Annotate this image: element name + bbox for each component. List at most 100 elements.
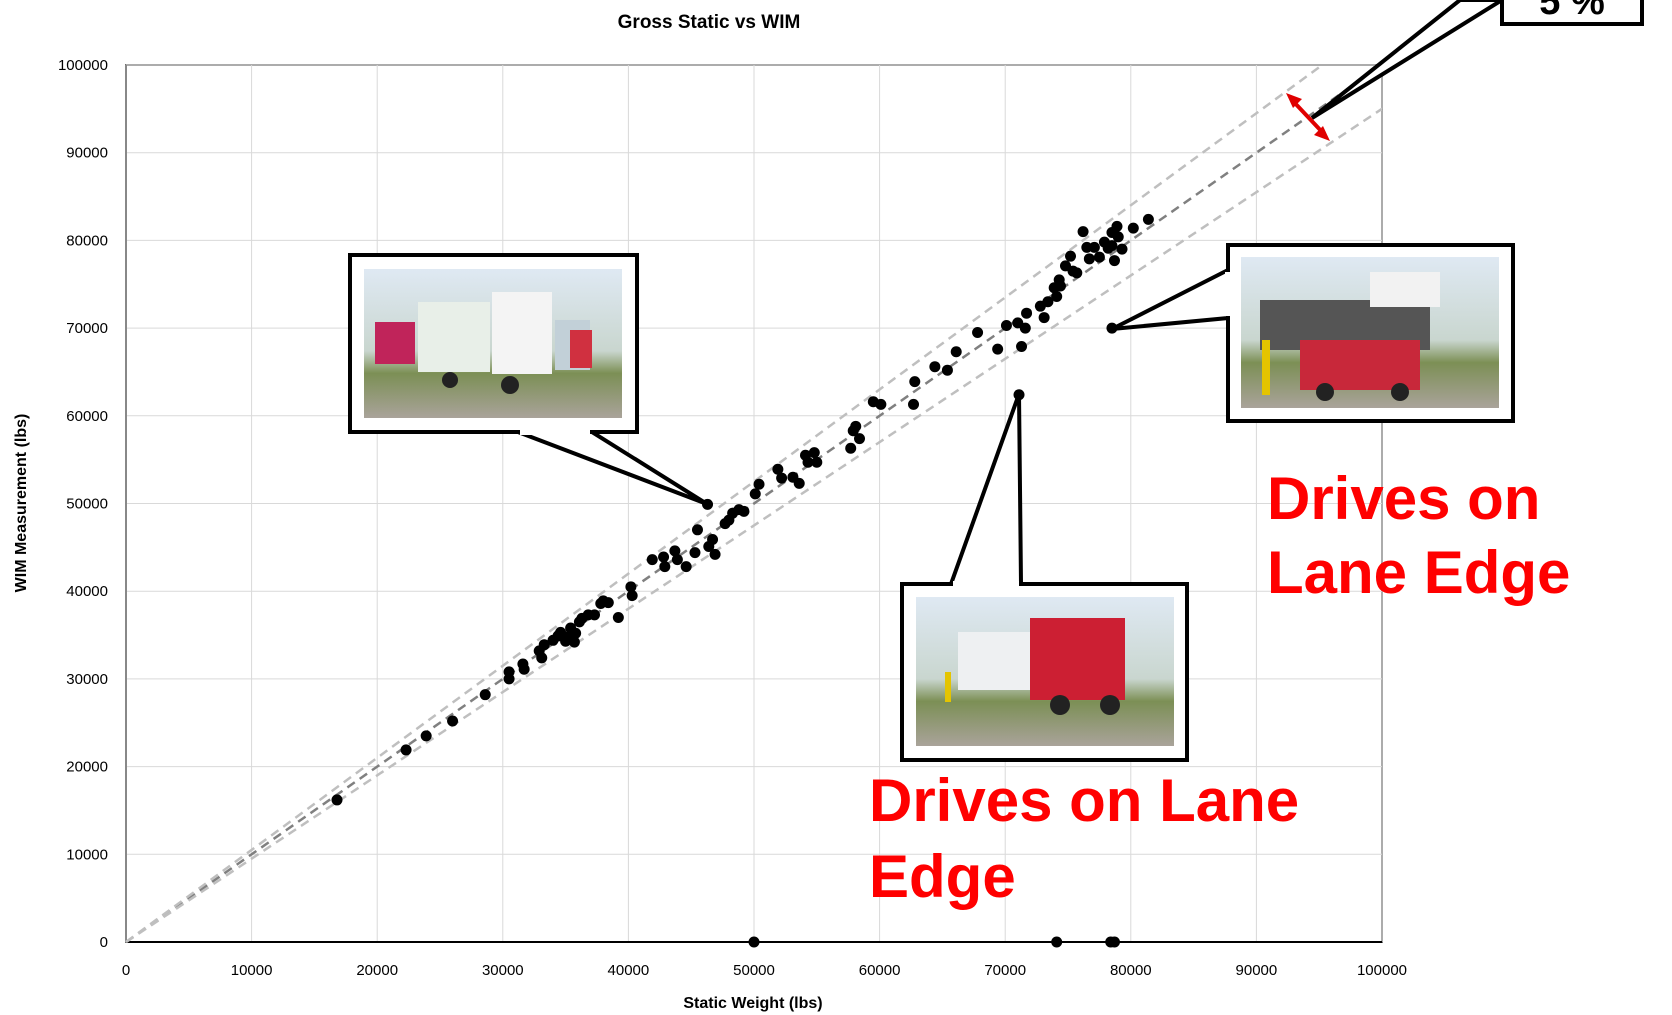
plot-area: 0 10000 20000 30000 40000 50000 60000 70000 8000… — [58, 57, 1407, 979]
data-point — [850, 420, 862, 432]
data-point — [331, 794, 343, 806]
y-tick-label: 0 — [100, 934, 108, 951]
y-tick-label: 20000 — [66, 759, 108, 776]
band-label-box — [1500, 0, 1644, 26]
annotation: Edge — [869, 843, 1016, 910]
data-point — [748, 936, 760, 948]
data-point — [1093, 251, 1105, 263]
data-point — [811, 456, 823, 468]
x-tick-label: 10000 — [231, 962, 273, 979]
data-point — [447, 715, 459, 727]
data-point — [1108, 936, 1120, 948]
data-point — [420, 730, 432, 742]
annotations: Drives on Lane Edge Drives on Lane Edge — [869, 465, 1570, 910]
x-tick-label: 40000 — [608, 962, 650, 979]
data-point — [612, 612, 624, 624]
y-tick-label: 100000 — [58, 57, 108, 74]
data-point — [626, 590, 638, 602]
data-point — [1042, 296, 1054, 308]
data-point — [808, 447, 820, 459]
data-point — [659, 561, 671, 573]
data-point — [570, 627, 582, 639]
data-point — [1071, 267, 1083, 279]
data-point — [1065, 250, 1077, 262]
data-point — [646, 554, 658, 566]
data-point — [793, 477, 805, 489]
data-point — [518, 663, 530, 675]
photo — [364, 269, 622, 418]
data-point — [1111, 220, 1123, 232]
data-point — [479, 689, 491, 701]
x-tick-label: 20000 — [356, 962, 398, 979]
data-point — [1038, 312, 1050, 324]
reference-line — [125, 107, 1383, 944]
y-tick-label: 70000 — [66, 320, 108, 337]
y-tick-label: 50000 — [66, 496, 108, 513]
data-point — [950, 346, 962, 358]
data-point — [854, 433, 866, 445]
y-tick-label: 30000 — [66, 671, 108, 688]
data-point — [749, 488, 761, 500]
annotation: Drives on — [1267, 465, 1540, 532]
y-tick-label: 90000 — [66, 145, 108, 162]
data-point — [908, 398, 920, 410]
data-point — [1088, 241, 1100, 253]
data-point — [709, 548, 721, 560]
data-point — [1051, 291, 1063, 303]
data-point — [538, 639, 550, 651]
data-point — [1108, 255, 1120, 267]
data-point — [503, 673, 515, 685]
data-point — [625, 581, 637, 593]
data-point — [689, 547, 701, 559]
y-tick-label: 60000 — [66, 408, 108, 425]
data-point — [1054, 280, 1066, 292]
data-point — [1142, 213, 1154, 225]
data-point — [1016, 341, 1028, 353]
x-axis-label: Static Weight (lbs) — [683, 995, 822, 1012]
data-point — [1116, 243, 1128, 255]
data-point — [909, 376, 921, 388]
x-tick-label: 50000 — [733, 962, 775, 979]
data-point — [1019, 322, 1031, 334]
y-tick-label: 80000 — [66, 232, 108, 249]
data-point — [680, 561, 692, 573]
data-point — [602, 597, 614, 609]
data-point — [753, 478, 765, 490]
y-tick-label: 10000 — [66, 846, 108, 863]
annotation: Drives on Lane — [869, 767, 1299, 834]
data-point — [669, 545, 681, 557]
data-point — [658, 551, 670, 563]
band-arrow — [1286, 93, 1330, 141]
data-point — [588, 609, 600, 621]
y-tick-label: 40000 — [66, 583, 108, 600]
band-label: 5 % — [1539, 0, 1604, 23]
x-tick-label: 80000 — [1110, 962, 1152, 979]
data-point — [707, 533, 719, 545]
x-tick-label: 100000 — [1357, 962, 1407, 979]
data-point — [1000, 319, 1012, 331]
callouts: 5 % — [348, 0, 1644, 762]
data-point — [802, 456, 814, 468]
photo — [916, 597, 1174, 746]
x-tick-label: 60000 — [859, 962, 901, 979]
data-point — [400, 744, 412, 756]
photo — [1241, 257, 1499, 408]
data-point — [941, 364, 953, 376]
x-tick-label: 90000 — [1236, 962, 1278, 979]
reference-line — [125, 63, 1323, 944]
data-point — [1021, 307, 1033, 319]
data-point — [1077, 226, 1089, 238]
y-axis-label: WIM Measurement (lbs) — [13, 414, 30, 593]
data-point — [1106, 240, 1118, 252]
data-point — [929, 361, 941, 373]
x-tick-label: 0 — [122, 962, 130, 979]
data-point — [776, 472, 788, 484]
data-point — [671, 554, 683, 566]
data-point — [738, 505, 750, 517]
data-point — [1081, 241, 1093, 253]
data-point — [875, 398, 887, 410]
data-point — [691, 524, 703, 536]
x-tick-label: 30000 — [482, 962, 524, 979]
data-point — [1083, 253, 1095, 265]
